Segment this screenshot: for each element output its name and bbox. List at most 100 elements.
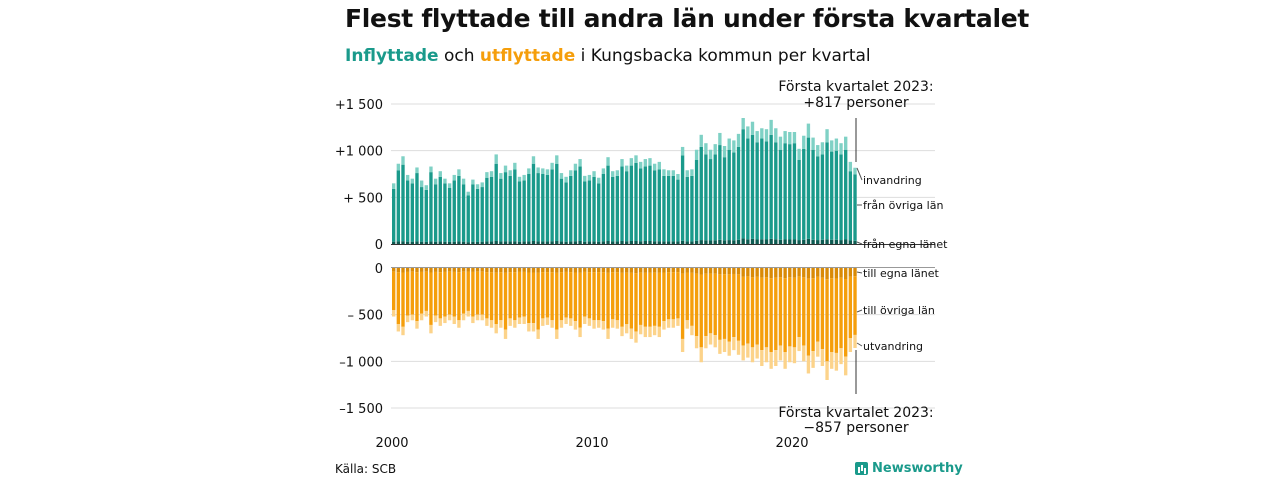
bar-out-utvandring [564, 317, 568, 324]
bar-in-invandring [494, 154, 498, 164]
bar-out-utvandring [783, 352, 787, 369]
bar-in-invandring [555, 155, 559, 164]
bar-in-invandring [620, 159, 624, 167]
bar-in-invandring [419, 180, 424, 188]
bar-out-own-lan [713, 268, 717, 274]
bar-in-invandring [597, 177, 601, 184]
bar-in-own-lan [736, 239, 741, 244]
bar-in-invandring [559, 173, 564, 179]
bar-out-own-lan [550, 268, 554, 273]
bar-out-utvandring [508, 318, 512, 326]
bar-out-own-lan [755, 268, 759, 277]
bar-out-ovriga-lan [750, 277, 755, 348]
bar-in-own-lan [494, 241, 498, 244]
bar-out-utvandring [834, 352, 839, 371]
x-tick: 2000 [375, 436, 408, 451]
y-tick-bottom: 0 [375, 262, 383, 277]
bar-in-ovriga-lan [764, 141, 769, 240]
bar-in-ovriga-lan [443, 183, 447, 242]
bar-out-own-lan [652, 268, 657, 273]
bar-out-ovriga-lan [620, 272, 624, 327]
bar-in-own-lan [401, 241, 405, 244]
bar-out-utvandring [466, 310, 470, 317]
bar-out-own-lan [806, 268, 811, 279]
bar-in-ovriga-lan [708, 159, 713, 241]
bar-out-ovriga-lan [848, 276, 853, 338]
bar-in-invandring [699, 134, 703, 147]
bar-in-own-lan [410, 241, 414, 244]
bar-out-ovriga-lan [839, 277, 843, 349]
bar-out-ovriga-lan [499, 272, 503, 321]
bar-in-own-lan [625, 241, 629, 244]
bar-out-utvandring [643, 326, 647, 338]
bar-out-ovriga-lan [494, 272, 498, 324]
bar-out-utvandring [844, 356, 848, 376]
bar-out-utvandring [457, 320, 461, 328]
bar-out-utvandring [531, 323, 536, 332]
bar-in-own-lan [569, 241, 573, 244]
bar-in-ovriga-lan [783, 143, 787, 240]
bar-out-ovriga-lan [844, 279, 848, 357]
bar-in-ovriga-lan [457, 175, 461, 242]
bar-in-ovriga-lan [802, 148, 806, 240]
bar-in-ovriga-lan [485, 177, 489, 242]
bar-in-own-lan [811, 239, 815, 244]
bar-in-invandring [513, 162, 517, 170]
bar-in-ovriga-lan [410, 183, 414, 242]
bar-in-own-lan [718, 239, 722, 244]
bar-out-ovriga-lan [410, 271, 414, 315]
bar-in-ovriga-lan [736, 146, 741, 240]
bar-out-own-lan [452, 268, 456, 272]
bar-out-own-lan [769, 268, 773, 279]
bar-in-own-lan [685, 241, 689, 244]
bar-in-own-lan [825, 239, 829, 244]
bar-in-invandring [830, 140, 834, 152]
bar-in-invandring [629, 158, 634, 166]
bar-in-invandring [718, 132, 722, 146]
bar-out-own-lan [760, 268, 764, 278]
y-tick-bottom: –1 000 [339, 355, 383, 370]
bar-out-own-lan [606, 268, 610, 273]
bar-in-own-lan [694, 240, 699, 244]
bar-in-own-lan [405, 241, 410, 244]
bar-out-ovriga-lan [802, 277, 806, 346]
bar-in-invandring [392, 183, 396, 189]
bar-in-ovriga-lan [517, 181, 522, 242]
bar-in-own-lan [573, 241, 578, 244]
bar-in-ovriga-lan [424, 189, 428, 242]
bar-in-ovriga-lan [839, 154, 843, 241]
bar-out-ovriga-lan [713, 273, 717, 336]
bar-out-utvandring [401, 326, 405, 336]
bar-out-own-lan [746, 268, 750, 277]
bar-in-own-lan [638, 241, 643, 244]
bar-in-ovriga-lan [750, 134, 755, 239]
bar-out-own-lan [811, 268, 815, 279]
chart-title: Flest flyttade till andra län under förs… [345, 4, 1030, 33]
bar-out-ovriga-lan [718, 274, 722, 340]
bar-out-ovriga-lan [676, 272, 680, 319]
bar-out-utvandring [527, 323, 531, 332]
bar-out-own-lan [587, 268, 592, 273]
bar-out-ovriga-lan [769, 278, 773, 352]
bar-in-ovriga-lan [830, 151, 834, 240]
bar-out-own-lan [690, 268, 694, 273]
bar-out-ovriga-lan [774, 277, 778, 351]
bar-in-own-lan [690, 241, 694, 244]
label-till-egna-lanet: till egna länet [863, 267, 939, 280]
bar-out-ovriga-lan [503, 272, 508, 330]
bar-out-ovriga-lan [457, 272, 461, 321]
annotations: Första kvartalet 2023:+817 personerFörst… [778, 79, 933, 436]
bar-out-own-lan [485, 268, 489, 273]
bar-out-ovriga-lan [471, 271, 475, 317]
bar-in-ovriga-lan [713, 154, 717, 241]
bar-in-own-lan [760, 239, 764, 244]
bar-out-utvandring [611, 319, 615, 328]
x-tick: 2010 [575, 436, 608, 451]
bar-in-invandring [573, 163, 578, 171]
bar-in-own-lan [769, 238, 773, 244]
bar-in-invandring [499, 173, 503, 179]
bar-in-ovriga-lan [634, 162, 638, 242]
bar-in-own-lan [750, 238, 755, 244]
bar-out-ovriga-lan [830, 278, 834, 352]
bar-out-own-lan [629, 268, 634, 273]
